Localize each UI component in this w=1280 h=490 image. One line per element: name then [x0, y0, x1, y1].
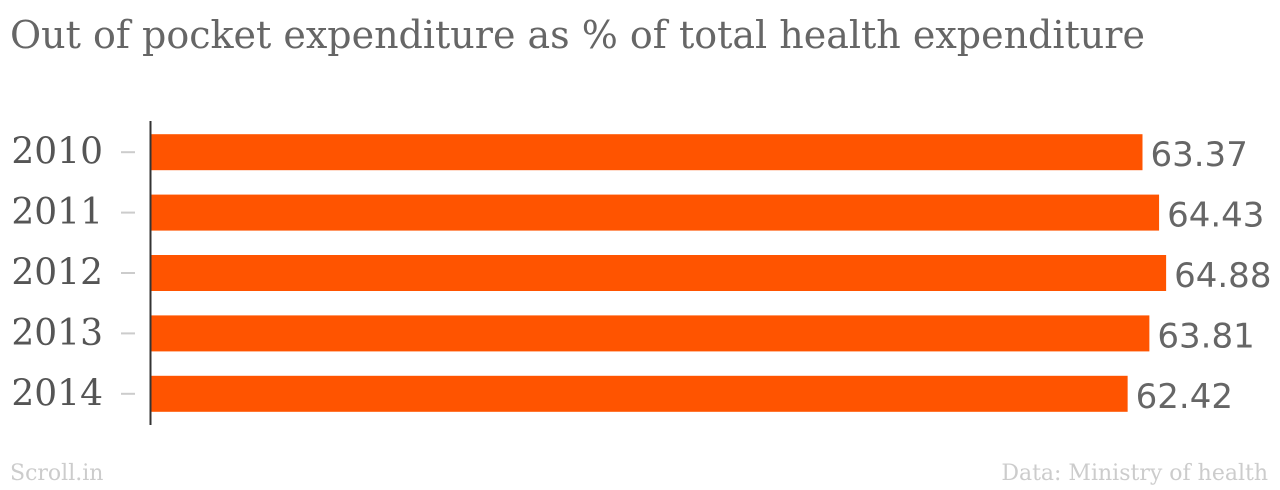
chart-title: Out of pocket expenditure as % of total …: [10, 13, 1145, 57]
labels-group: 2010 63.37 2011 64.43 2012 64.88 2013 63.81 2014…: [11, 132, 1271, 417]
category-label-2013: 2013: [11, 313, 103, 354]
value-label-2013: 63.81: [1157, 316, 1254, 356]
bar-2014: [151, 375, 1128, 412]
bars-group: [151, 134, 1167, 412]
category-label-2014: 2014: [11, 373, 103, 414]
category-label-2012: 2012: [11, 253, 103, 294]
bar-2011: [151, 194, 1160, 231]
value-label-2010: 63.37: [1150, 135, 1247, 175]
category-label-2011: 2011: [11, 192, 103, 233]
value-label-2012: 64.88: [1174, 256, 1271, 296]
bar-2013: [151, 315, 1150, 352]
value-label-2011: 64.43: [1167, 196, 1264, 236]
source-label: Data: Ministry of health: [1001, 461, 1268, 486]
category-label-2010: 2010: [11, 132, 103, 173]
bar-2010: [151, 134, 1143, 171]
value-label-2014: 62.42: [1136, 377, 1233, 417]
bar-2012: [151, 255, 1167, 291]
brand-label: Scroll.in: [10, 461, 104, 486]
